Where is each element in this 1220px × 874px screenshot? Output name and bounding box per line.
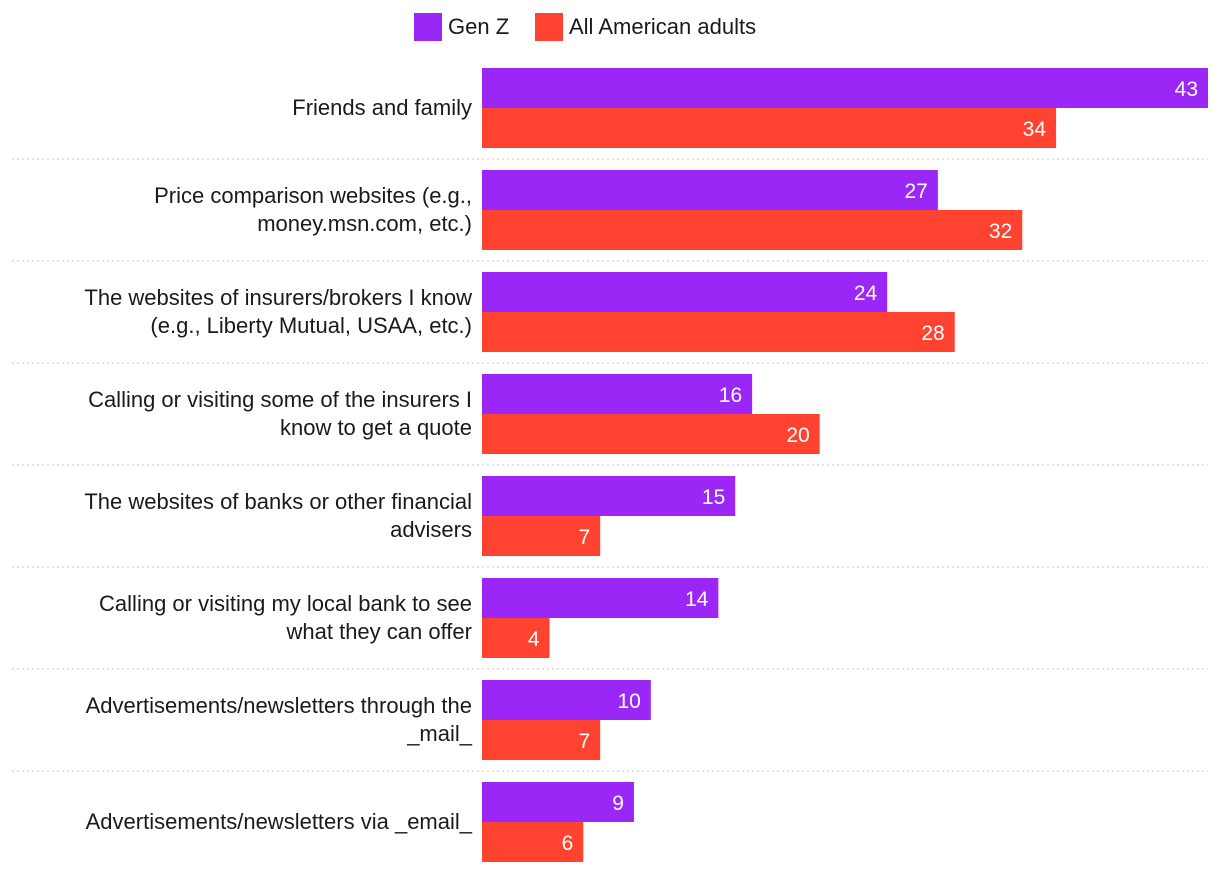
- value-label-gen-z-5: 15: [702, 486, 725, 509]
- bar-all-american-adults-5: [482, 516, 601, 556]
- bar-all-american-adults-7: [482, 720, 601, 760]
- bar-all-american-adults-6: [482, 618, 550, 658]
- value-label-all-american-adults-7: 7: [578, 730, 590, 753]
- category-label-line: advisers: [390, 517, 472, 542]
- category-label-5: The websites of banks or other financial…: [84, 489, 472, 542]
- category-label-line: The websites of banks or other financial: [84, 489, 472, 514]
- category-label-line: what they can offer: [286, 619, 473, 644]
- bar-all-american-adults-3: [482, 312, 955, 352]
- category-label-1: Friends and family: [292, 95, 472, 120]
- category-label-7: Advertisements/newsletters through the _m…: [86, 693, 473, 746]
- bar-gen-z-2: [482, 170, 938, 210]
- category-label-4: Calling or visiting some of the insurers…: [88, 387, 472, 440]
- category-label-line: The websites of insurers/brokers I know: [84, 285, 472, 310]
- bar-all-american-adults-8: [482, 822, 584, 862]
- category-label-line: Price comparison websites (e.g.,: [154, 183, 472, 208]
- value-label-gen-z-4: 16: [719, 384, 742, 407]
- category-label-3: The websites of insurers/brokers I know (…: [84, 285, 472, 338]
- bar-all-american-adults-4: [482, 414, 820, 454]
- category-label-line: money.msn.com, etc.): [257, 211, 472, 236]
- value-label-all-american-adults-2: 32: [989, 220, 1012, 243]
- category-label-line: know to get a quote: [280, 415, 472, 440]
- bar-gen-z-1: [482, 68, 1208, 108]
- bar-gen-z-6: [482, 578, 719, 618]
- value-label-gen-z-8: 9: [612, 792, 624, 815]
- category-label-line: Calling or visiting my local bank to see: [99, 591, 472, 616]
- bar-all-american-adults-2: [482, 210, 1023, 250]
- category-label-line: _mail_: [406, 721, 473, 746]
- legend-label-gen-z: Gen Z: [448, 14, 509, 39]
- category-label-line: Calling or visiting some of the insurers…: [88, 387, 472, 412]
- bar-gen-z-4: [482, 374, 753, 414]
- row-dividers: [12, 158, 1208, 772]
- value-label-gen-z-3: 24: [854, 282, 878, 305]
- bars: [482, 68, 1208, 862]
- value-label-all-american-adults-1: 34: [1023, 118, 1047, 141]
- bar-gen-z-7: [482, 680, 651, 720]
- category-label-8: Advertisements/newsletters via _email_: [86, 809, 473, 834]
- legend-swatch-gen-z: [414, 13, 442, 41]
- legend-swatch-all-american-adults: [535, 13, 563, 41]
- legend-item-gen-z: Gen Z: [414, 13, 509, 41]
- legend: Gen Z All American adults: [414, 13, 756, 41]
- category-label-6: Calling or visiting my local bank to see…: [99, 591, 472, 644]
- category-label-line: Advertisements/newsletters via _email_: [86, 809, 473, 834]
- bar-gen-z-8: [482, 782, 634, 822]
- bar-gen-z-5: [482, 476, 736, 516]
- value-label-all-american-adults-8: 6: [562, 832, 574, 855]
- legend-label-all-american-adults: All American adults: [569, 14, 756, 39]
- bar-gen-z-3: [482, 272, 888, 312]
- category-label-line: Friends and family: [292, 95, 472, 120]
- bar-all-american-adults-1: [482, 108, 1057, 148]
- value-label-gen-z-6: 14: [685, 588, 709, 611]
- category-labels: Friends and family Price comparison websi…: [84, 95, 472, 834]
- legend-item-all-american-adults: All American adults: [535, 13, 756, 41]
- category-label-line: Advertisements/newsletters through the: [86, 693, 472, 718]
- category-label-line: (e.g., Liberty Mutual, USAA, etc.): [150, 313, 472, 338]
- value-label-gen-z-7: 10: [617, 690, 640, 713]
- value-label-all-american-adults-3: 28: [921, 322, 944, 345]
- value-label-all-american-adults-4: 20: [786, 424, 809, 447]
- value-labels: 43 34 27 32 24 28 16 20 15 7 14 4 10 7 9 6: [528, 78, 1198, 855]
- value-label-all-american-adults-5: 7: [578, 526, 590, 549]
- value-label-all-american-adults-6: 4: [528, 628, 540, 651]
- category-label-2: Price comparison websites (e.g., money.ms…: [154, 183, 472, 236]
- value-label-gen-z-1: 43: [1175, 78, 1198, 101]
- value-label-gen-z-2: 27: [905, 180, 928, 203]
